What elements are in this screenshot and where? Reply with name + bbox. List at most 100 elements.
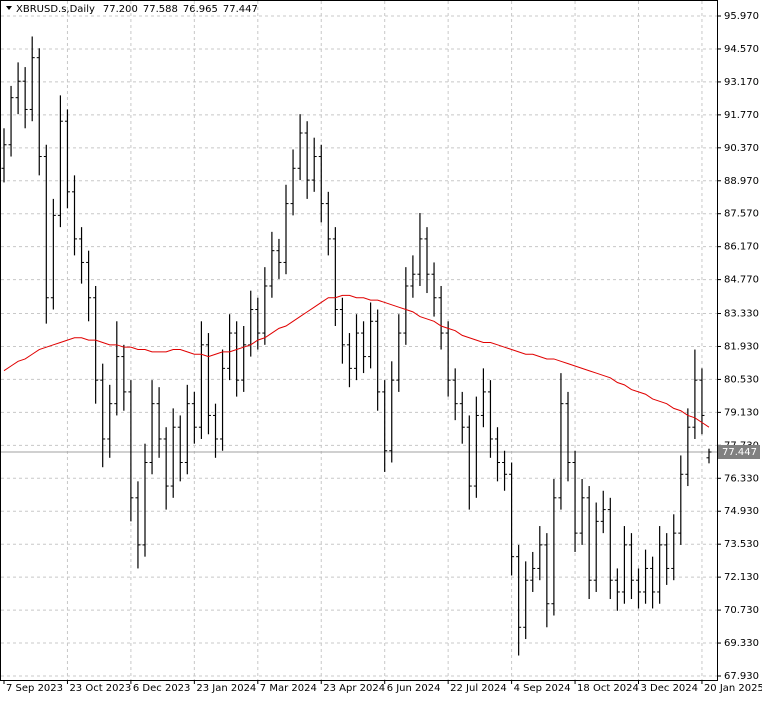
y-tick-label: 80.530 [724, 374, 759, 385]
ohlc-bar [297, 114, 303, 181]
ohlc-bar [424, 227, 430, 294]
ohlc-bar [664, 533, 670, 585]
y-tick-label: 86.170 [724, 242, 759, 253]
ohlc-label: 77.588 [143, 4, 178, 15]
ohlc-bar [614, 568, 620, 611]
plot-frame [0, 0, 718, 681]
ohlc-bar [657, 526, 663, 604]
ohlc-bar [163, 427, 169, 510]
ohlc-bar [431, 262, 437, 317]
x-tick-label: 4 Sep 2024 [514, 683, 571, 694]
ohlc-bar [8, 85, 14, 157]
ohlc-bar [332, 227, 338, 326]
ohlc-bar [107, 384, 113, 458]
ohlc-bar [241, 325, 247, 392]
ohlc-bar [72, 175, 77, 256]
x-tick-label: 18 Oct 2024 [577, 683, 639, 694]
ohlc-bar [156, 387, 162, 458]
ohlc-bar [650, 556, 656, 609]
ohlc-label: 77.200 [103, 4, 138, 15]
x-tick-label: 23 Jan 2024 [196, 683, 256, 694]
ohlc-bar [523, 561, 529, 640]
ohlc-bar [699, 368, 705, 435]
ohlc-bar [255, 297, 261, 350]
ohlc-bar [466, 415, 472, 510]
x-tick-label: 22 Jul 2024 [450, 683, 507, 694]
ohlc-bar [621, 526, 627, 604]
ohlc-bar [114, 321, 120, 416]
ohlc-bar [516, 544, 522, 656]
ohlc-bar [311, 137, 317, 192]
ohlc-bar [269, 231, 275, 298]
ohlc-bar [586, 486, 592, 600]
ohlc-bar [135, 481, 141, 569]
x-tick-label: 23 Oct 2023 [69, 683, 131, 694]
y-tick-label: 81.930 [724, 341, 759, 352]
y-tick-label: 87.570 [724, 209, 759, 220]
title-marker [6, 6, 12, 10]
ohlc-bar [325, 191, 331, 256]
y-tick-label: 83.330 [724, 309, 759, 320]
ohlc-bar [290, 149, 296, 216]
ohlc-bar [600, 490, 606, 534]
ohlc-bar [128, 380, 134, 522]
ohlc-bar [643, 549, 649, 604]
ohlc-bar [375, 309, 381, 411]
ohlc-bar [100, 363, 106, 468]
ohlc-bar [213, 403, 218, 458]
ohlc-bar [29, 36, 35, 122]
ohlc-bar [685, 408, 691, 487]
ohlc-bar [487, 380, 493, 458]
ohlc-bar [346, 333, 352, 388]
ohlc-bar [15, 62, 21, 115]
y-tick-label: 88.970 [724, 176, 759, 187]
ohlc-bar [354, 314, 359, 381]
y-tick-label: 74.930 [724, 506, 759, 517]
ohlc-bar [579, 478, 585, 545]
ohlc-bar [36, 48, 42, 176]
ohlc-bar [706, 448, 712, 464]
ohlc-bar [177, 415, 183, 482]
x-tick-label: 3 Dec 2024 [641, 683, 699, 694]
ohlc-bar [318, 144, 324, 223]
ohlc-bar [509, 462, 515, 576]
ohlc-bar [537, 526, 543, 581]
ohlc-bar [86, 250, 92, 322]
ohlc-bar [572, 450, 578, 552]
y-tick-label: 69.330 [724, 638, 759, 649]
ohlc-bar [22, 67, 28, 129]
ohlc-bar [361, 321, 367, 374]
ohlc-bar [283, 184, 289, 275]
ohlc-bar [544, 533, 550, 628]
chart-title: XBRUSD.s,Daily [16, 4, 95, 15]
ohlc-bar [438, 285, 444, 350]
ohlc-bar [628, 533, 634, 600]
ohlc-bar [480, 368, 486, 428]
ohlc-bar [607, 497, 613, 600]
y-tick-label: 91.770 [724, 110, 759, 121]
y-tick-label: 93.170 [724, 77, 759, 88]
ohlc-bar [234, 321, 240, 397]
ohlc-bar [205, 333, 211, 435]
x-tick-label: 23 Apr 2024 [323, 683, 385, 694]
ohlc-bar [43, 144, 49, 324]
ohlc-bar [276, 238, 282, 279]
ohlc-bar [396, 314, 402, 392]
y-tick-label: 72.130 [724, 572, 759, 583]
y-tick-label: 76.330 [724, 473, 759, 484]
ohlc-bar [170, 408, 176, 498]
ohlc-bar [339, 297, 345, 364]
ohlc-bar [459, 391, 465, 444]
ohlc-bar [452, 368, 458, 421]
ohlc-bar [149, 380, 155, 475]
ohlc-bar [121, 344, 127, 411]
ohlc-bar [184, 384, 190, 475]
y-tick-label: 73.530 [724, 539, 759, 550]
ohlc-bar [636, 568, 641, 609]
y-tick-label: 95.970 [724, 11, 759, 22]
ohlc-bar [57, 95, 63, 228]
ohlc-bar [220, 349, 226, 451]
ohlc-bar [417, 213, 423, 286]
ohlc-bar [389, 361, 395, 463]
